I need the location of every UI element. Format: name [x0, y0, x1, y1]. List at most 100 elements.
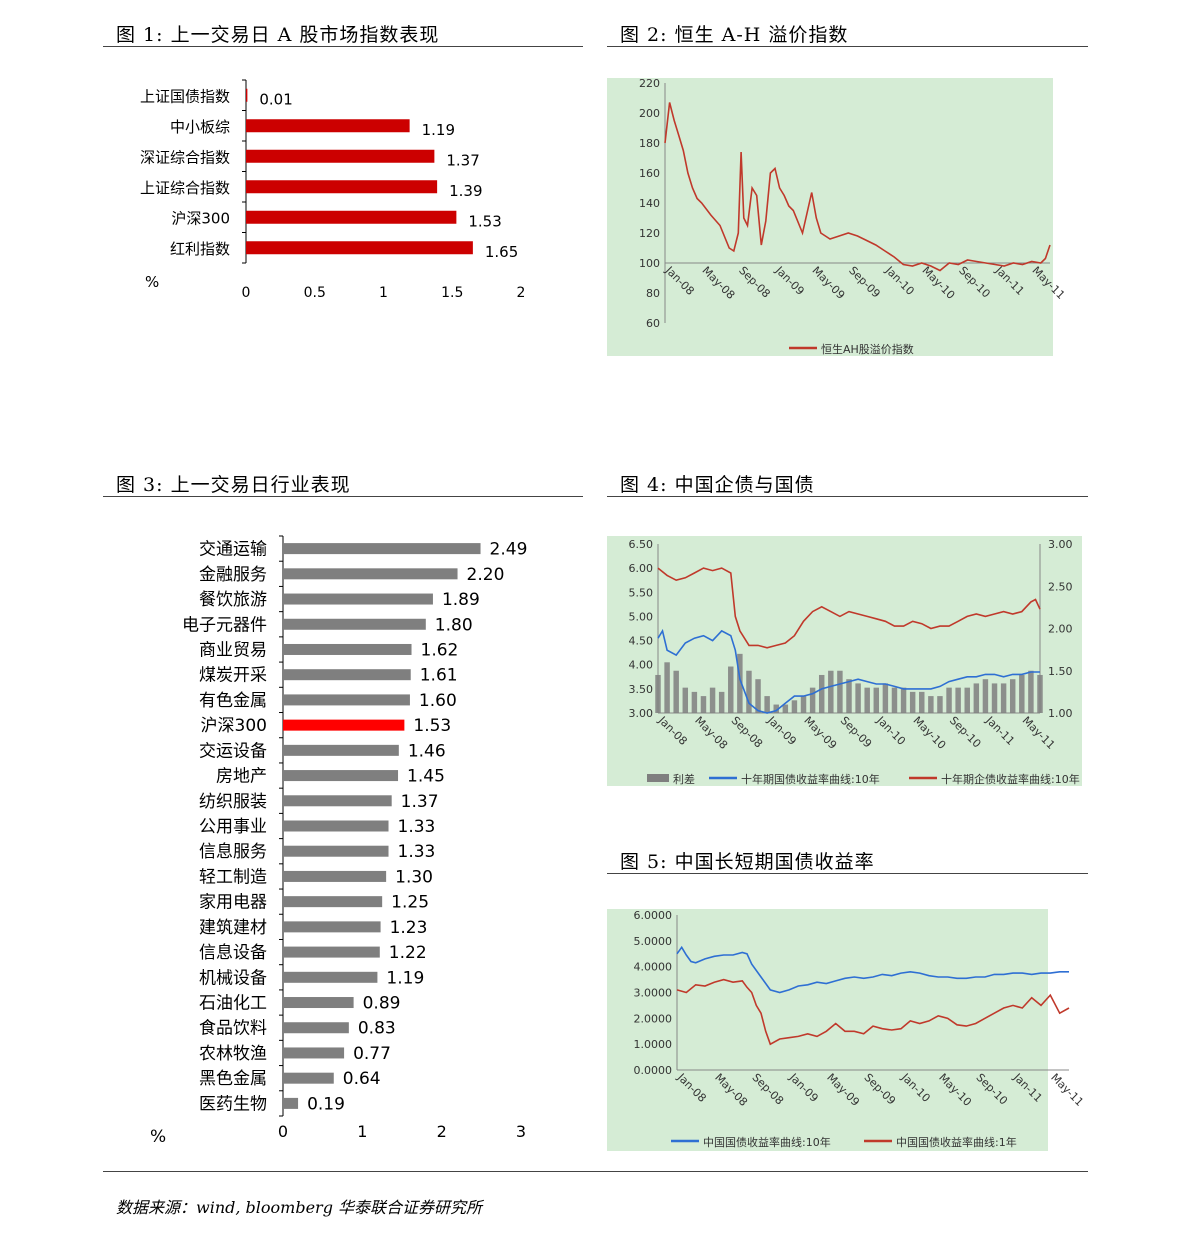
x-tick-label: 0: [242, 285, 251, 301]
value-label: 1.45: [407, 767, 445, 787]
spread-bar: [846, 679, 852, 713]
bar-信息服务: [283, 845, 389, 857]
fig5-rule: [607, 873, 1088, 874]
bar-沪深300: [246, 210, 457, 224]
fig5-title: 图 5: 中国长短期国债收益率: [620, 851, 875, 873]
category-label: 房地产: [216, 767, 267, 787]
category-label: 黑色金属: [199, 1069, 267, 1089]
y2-tick-label: 3.00: [1048, 538, 1073, 551]
x-tick-label: 2: [517, 285, 526, 301]
value-label: 1.23: [390, 918, 428, 938]
spread-bar: [728, 666, 734, 713]
bar-公用事业: [283, 820, 389, 832]
fig3-rule: [103, 496, 583, 497]
value-label: 1.22: [389, 943, 427, 963]
category-label: 交运设备: [199, 741, 267, 761]
bar-家用电器: [283, 896, 383, 908]
value-label: 1.37: [401, 792, 439, 812]
x-tick-label: 1: [357, 1122, 367, 1141]
y2-tick-label: 2.50: [1048, 580, 1073, 593]
source-note: 数据来源：wind, bloomberg 华泰联合证券研究所: [116, 1198, 483, 1217]
value-label: 1.60: [419, 691, 457, 711]
bar-食品饮料: [283, 1022, 349, 1034]
legend-label: 十年期企债收益率曲线:10年: [941, 772, 1080, 786]
spread-bar: [682, 687, 689, 713]
value-label: 0.89: [363, 994, 401, 1014]
y-tick-label: 100: [639, 257, 660, 270]
category-label: 沪深300: [171, 209, 230, 227]
x-tick-label: 0: [278, 1122, 288, 1141]
bar-交运设备: [283, 744, 399, 756]
bar-交通运输: [283, 543, 481, 555]
spread-bar: [709, 687, 716, 713]
x-tick-label: May-11: [1048, 1071, 1086, 1109]
spread-bar: [655, 674, 661, 713]
fig3-title: 图 3: 上一交易日行业表现: [116, 474, 351, 496]
x-tick-label: 0.5: [304, 285, 326, 301]
spread-bar: [919, 691, 925, 713]
spread-bar: [900, 687, 907, 713]
category-label: 煤炭开采: [199, 666, 267, 686]
category-label: 沪深300: [201, 716, 267, 736]
y-tick-label: 6.00: [629, 562, 654, 575]
category-label: 家用电器: [199, 893, 267, 913]
series-line-1: [657, 628, 1040, 714]
spread-bar: [991, 683, 998, 713]
y-tick-label: 1.0000: [634, 1038, 673, 1051]
spread-bar: [882, 683, 889, 713]
y-tick-label: 3.0000: [634, 987, 673, 1000]
x-tick-label: 1: [379, 285, 388, 301]
bar-轻工制造: [283, 870, 387, 882]
legend-label: 中国国债收益率曲线:10年: [703, 1135, 831, 1149]
fig4-title: 图 4: 中国企债与国债: [620, 474, 815, 496]
bar-电子元器件: [283, 618, 426, 630]
bar-农林牧渔: [283, 1047, 345, 1059]
category-label: 食品饮料: [199, 1019, 267, 1039]
fig2-title: 图 2: 恒生 A-H 溢价指数: [620, 24, 849, 46]
spread-bar: [818, 674, 825, 713]
fig4-rule: [607, 496, 1088, 497]
spread-bar: [837, 670, 843, 713]
bar-建筑建材: [283, 921, 381, 933]
series-line-0: [664, 102, 1051, 272]
spread-bar: [864, 687, 870, 713]
y-tick-label: 5.0000: [634, 935, 673, 948]
spread-bar: [782, 704, 789, 713]
category-label: 红利指数: [170, 240, 230, 258]
category-label: 农林牧渔: [199, 1044, 267, 1064]
spread-bar: [746, 670, 752, 713]
y-tick-label: 0.0000: [634, 1064, 673, 1077]
spread-bar: [855, 683, 861, 713]
series-line-2: [657, 567, 1041, 649]
y-tick-label: 140: [639, 197, 660, 210]
value-label: 1.33: [398, 842, 436, 862]
spread-bar: [828, 670, 834, 713]
y-tick-label: 3.00: [629, 707, 654, 720]
value-label: 1.39: [449, 182, 482, 200]
x-tick-label: 2: [437, 1122, 447, 1141]
y2-tick-label: 1.50: [1048, 665, 1073, 678]
value-label: 1.62: [421, 640, 459, 660]
y-tick-label: 200: [639, 107, 660, 120]
y-tick-label: 4.00: [629, 659, 654, 672]
value-label: 1.19: [422, 121, 455, 139]
unit-label: %: [145, 273, 159, 291]
spread-bar: [955, 687, 961, 713]
spread-bar: [773, 704, 779, 713]
bar-深证综合指数: [246, 149, 435, 163]
legend-swatch: [647, 774, 669, 782]
unit-label: %: [150, 1127, 166, 1147]
value-label: 1.65: [485, 243, 518, 261]
spread-bar: [891, 687, 898, 713]
fig2-rule: [607, 46, 1088, 47]
category-label: 交通运输: [199, 540, 267, 560]
x-tick-label: 3: [516, 1122, 526, 1141]
spread-bar: [673, 670, 679, 713]
y-tick-label: 60: [646, 317, 660, 330]
category-label: 石油化工: [199, 994, 267, 1014]
x-tick-label: 1.5: [441, 285, 463, 301]
y-tick-label: 5.00: [629, 610, 654, 623]
bar-煤炭开采: [283, 669, 411, 681]
y2-tick-label: 1.00: [1048, 707, 1073, 720]
y-tick-label: 180: [639, 137, 660, 150]
